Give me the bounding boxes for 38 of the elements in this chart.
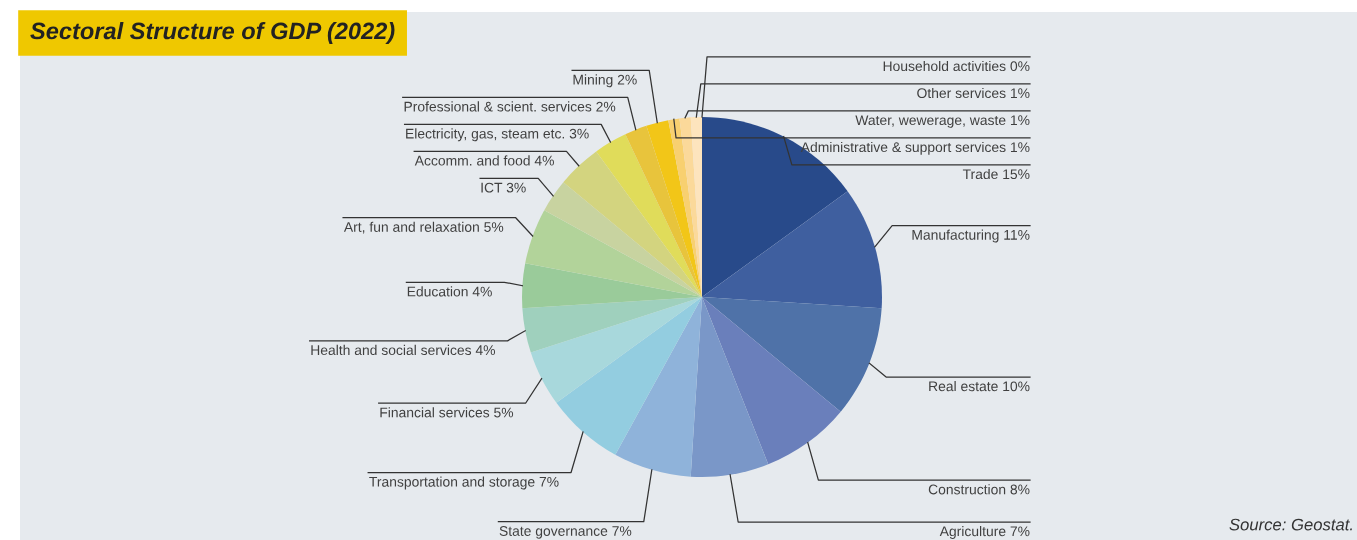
pie-slice [544, 182, 702, 297]
chart-title: Sectoral Structure of GDP (2022) [30, 22, 395, 44]
slice-label: Mining 2% [573, 74, 637, 88]
pie-slice [668, 118, 702, 297]
slice-label: Construction 8% [928, 484, 1030, 495]
slice-label: Administrative & support services 1% [800, 141, 1030, 155]
pie-slice [525, 210, 702, 297]
slice-label: Art, fun and relaxation 5% [343, 221, 504, 234]
pie-slice [646, 120, 702, 297]
slice-label: Professional & scient. services 2% [404, 101, 616, 112]
pie-slice [690, 297, 769, 477]
slice-label: Accomm. and food 4% [414, 155, 554, 166]
slice-label: Water, wewerage, waste 1% [855, 115, 1030, 128]
slice-label: Financial services 5% [380, 407, 514, 418]
slice-label: Health and social services 4% [311, 344, 496, 356]
pie-slice [556, 297, 702, 455]
pie-slice [625, 125, 702, 297]
slice-label: ICT 3% [481, 182, 526, 193]
slice-label: State governance 7% [499, 526, 632, 539]
slice-label: Real estate 10% [929, 381, 1030, 392]
slice-label: Transportation and storage 7% [369, 476, 559, 490]
pie-slice [530, 297, 702, 403]
slice-label: Education 4% [407, 286, 492, 297]
pie-slice [702, 191, 882, 309]
slice-label: Electricity, gas, steam etc. 3% [406, 128, 589, 142]
slice-label: Manufacturing 11% [912, 229, 1030, 243]
pie-slice [615, 297, 702, 477]
pie-slice [702, 297, 841, 465]
slice-label: Agriculture 7% [939, 526, 1030, 539]
pie-slice [522, 263, 702, 309]
pie-slice [702, 297, 882, 412]
slice-label: Trade 15% [962, 168, 1030, 180]
pie-slice [596, 134, 702, 297]
source-note: Source: Geostat. [1229, 518, 1352, 531]
slice-label: Other services 1% [917, 87, 1030, 99]
pie-slice [522, 297, 702, 353]
pie-slice [563, 151, 702, 297]
category-label: Household activities 0% [883, 60, 1030, 72]
